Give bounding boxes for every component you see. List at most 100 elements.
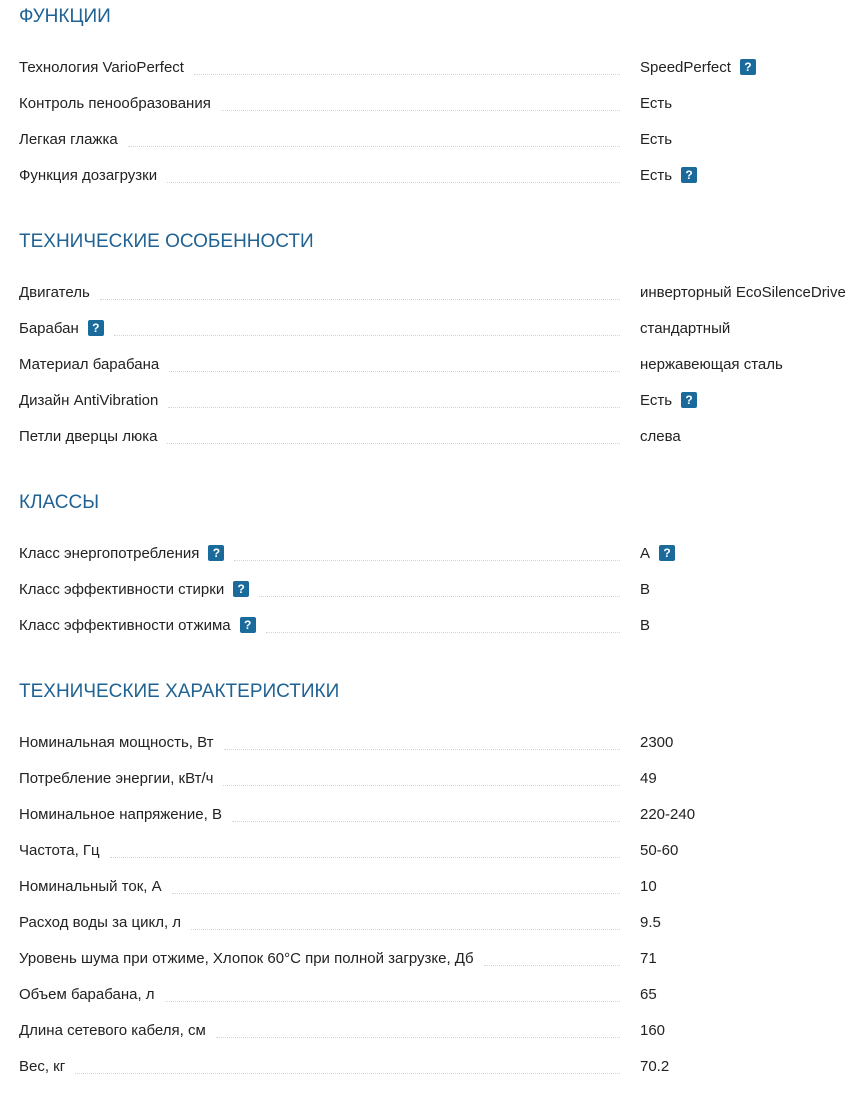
spec-value-cell: Есть (640, 95, 672, 112)
spec-label-cell: Номинальное напряжение, В (19, 806, 630, 823)
spec-label-cell: Контроль пенообразования (19, 95, 630, 112)
spec-label-cell: Номинальная мощность, Вт (19, 734, 630, 751)
spec-label-cell: Материал барабана (19, 356, 630, 373)
spec-label: Частота, Гц (19, 841, 100, 859)
dotted-leader (113, 334, 620, 336)
spec-value: SpeedPerfect (640, 58, 731, 76)
dotted-leader (223, 784, 620, 786)
spec-value-cell: A? (640, 545, 676, 562)
spec-value-cell: 9.5 (640, 914, 661, 931)
spec-label: Технология VarioPerfect (19, 58, 184, 76)
spec-row: Контроль пенообразования Есть (19, 85, 858, 121)
spec-value: 220-240 (640, 805, 696, 823)
spec-value-cell: инверторный EcoSilenceDrive (640, 284, 846, 301)
help-icon[interactable]: ? (659, 545, 676, 561)
spec-row: Легкая глажка Есть (19, 121, 858, 157)
spec-label: Контроль пенообразования (19, 94, 211, 112)
spec-value: Есть (640, 94, 673, 112)
dotted-leader (168, 406, 620, 408)
spec-value-cell: 2300 (640, 734, 673, 751)
spec-value: 2300 (640, 733, 674, 751)
spec-label: Номинальное напряжение, В (19, 805, 222, 823)
spec-value: Есть (640, 391, 673, 409)
spec-label-cell: Частота, Гц (19, 842, 630, 859)
spec-value: инверторный EcoSilenceDrive (640, 283, 846, 301)
spec-label-cell: Класс энергопотребления? (19, 545, 630, 562)
spec-label: Длина сетевого кабеля, см (19, 1021, 206, 1039)
spec-label-cell: Технология VarioPerfect (19, 59, 630, 76)
section-title: Классы (19, 492, 100, 513)
spec-value-cell: SpeedPerfect? (640, 59, 756, 76)
section-title: Функции (19, 6, 111, 27)
dotted-leader (193, 73, 620, 75)
spec-label-cell: Дизайн AntiVibration (19, 392, 630, 409)
help-icon[interactable]: ? (681, 167, 698, 183)
spec-value-cell: 50-60 (640, 842, 678, 859)
spec-label: Петли дверцы люка (19, 427, 158, 445)
spec-label-cell: Барабан? (19, 320, 630, 337)
dotted-leader (215, 1036, 620, 1038)
spec-row: Класс эффективности стирки? B (19, 571, 858, 607)
dotted-leader (483, 964, 620, 966)
spec-row: Расход воды за цикл, л 9.5 (19, 904, 858, 940)
spec-label-cell: Класс эффективности стирки? (19, 581, 630, 598)
spec-label: Потребление энергии, кВт/ч (19, 769, 214, 787)
spec-value-cell: Есть? (640, 166, 698, 184)
spec-label-cell: Двигатель (19, 284, 630, 301)
spec-row: Класс энергопотребления? A? (19, 535, 858, 571)
help-icon[interactable]: ? (87, 320, 104, 336)
help-icon[interactable]: ? (208, 545, 225, 561)
dotted-leader (231, 820, 620, 822)
dotted-leader (191, 928, 620, 930)
spec-row: Номинальное напряжение, В 220-240 (19, 796, 858, 832)
spec-row: Уровень шума при отжиме, Хлопок 60°C при… (19, 940, 858, 976)
spec-label: Уровень шума при отжиме, Хлопок 60°C при… (19, 949, 474, 967)
spec-value: Есть (640, 130, 673, 148)
spec-value: нержавеющая сталь (640, 355, 783, 373)
spec-value-cell: 70.2 (640, 1058, 669, 1075)
help-icon[interactable]: ? (239, 617, 256, 633)
dotted-leader (234, 559, 620, 561)
dotted-leader (223, 748, 620, 750)
help-icon[interactable]: ? (233, 581, 250, 597)
spec-row: Дизайн AntiVibration Есть? (19, 382, 858, 418)
spec-row: Частота, Гц 50-60 (19, 832, 858, 868)
spec-label: Класс эффективности стирки (19, 580, 225, 598)
dotted-leader (265, 631, 620, 633)
spec-value: стандартный (640, 319, 731, 337)
dotted-leader (259, 595, 620, 597)
spec-label-cell: Легкая глажка (19, 131, 630, 148)
spec-label: Барабан (19, 319, 79, 337)
spec-label: Номинальная мощность, Вт (19, 733, 214, 751)
spec-section: Технические особенности Двигатель инвертор… (19, 225, 858, 454)
spec-value-cell: B (640, 617, 650, 634)
spec-value: 71 (640, 949, 657, 967)
spec-label: Дизайн AntiVibration (19, 391, 159, 409)
spec-label-cell: Функция дозагрузки (19, 167, 630, 184)
spec-label-cell: Объем барабана, л (19, 986, 630, 1003)
spec-value-cell: 71 (640, 950, 657, 967)
spec-value-cell: слева (640, 428, 681, 445)
dotted-leader (127, 145, 620, 147)
spec-value: 65 (640, 985, 657, 1003)
dotted-leader (167, 181, 620, 183)
spec-label-cell: Длина сетевого кабеля, см (19, 1022, 630, 1039)
help-icon[interactable]: ? (739, 59, 756, 75)
spec-row: Барабан? стандартный (19, 310, 858, 346)
dotted-leader (109, 856, 620, 858)
spec-value-cell: 220-240 (640, 806, 695, 823)
help-icon[interactable]: ? (681, 392, 698, 408)
spec-value: 10 (640, 877, 657, 895)
spec-label: Двигатель (19, 283, 90, 301)
spec-label-cell: Петли дверцы люка (19, 428, 630, 445)
spec-value: слева (640, 427, 681, 445)
spec-row: Функция дозагрузки Есть? (19, 157, 858, 193)
spec-value: B (640, 616, 651, 634)
spec-row: Вес, кг 70.2 (19, 1048, 858, 1084)
spec-label: Объем барабана, л (19, 985, 155, 1003)
spec-value: Есть (640, 166, 673, 184)
spec-label-cell: Потребление энергии, кВт/ч (19, 770, 630, 787)
dotted-leader (75, 1072, 620, 1074)
dotted-leader (164, 1000, 620, 1002)
spec-row: Номинальная мощность, Вт 2300 (19, 724, 858, 760)
